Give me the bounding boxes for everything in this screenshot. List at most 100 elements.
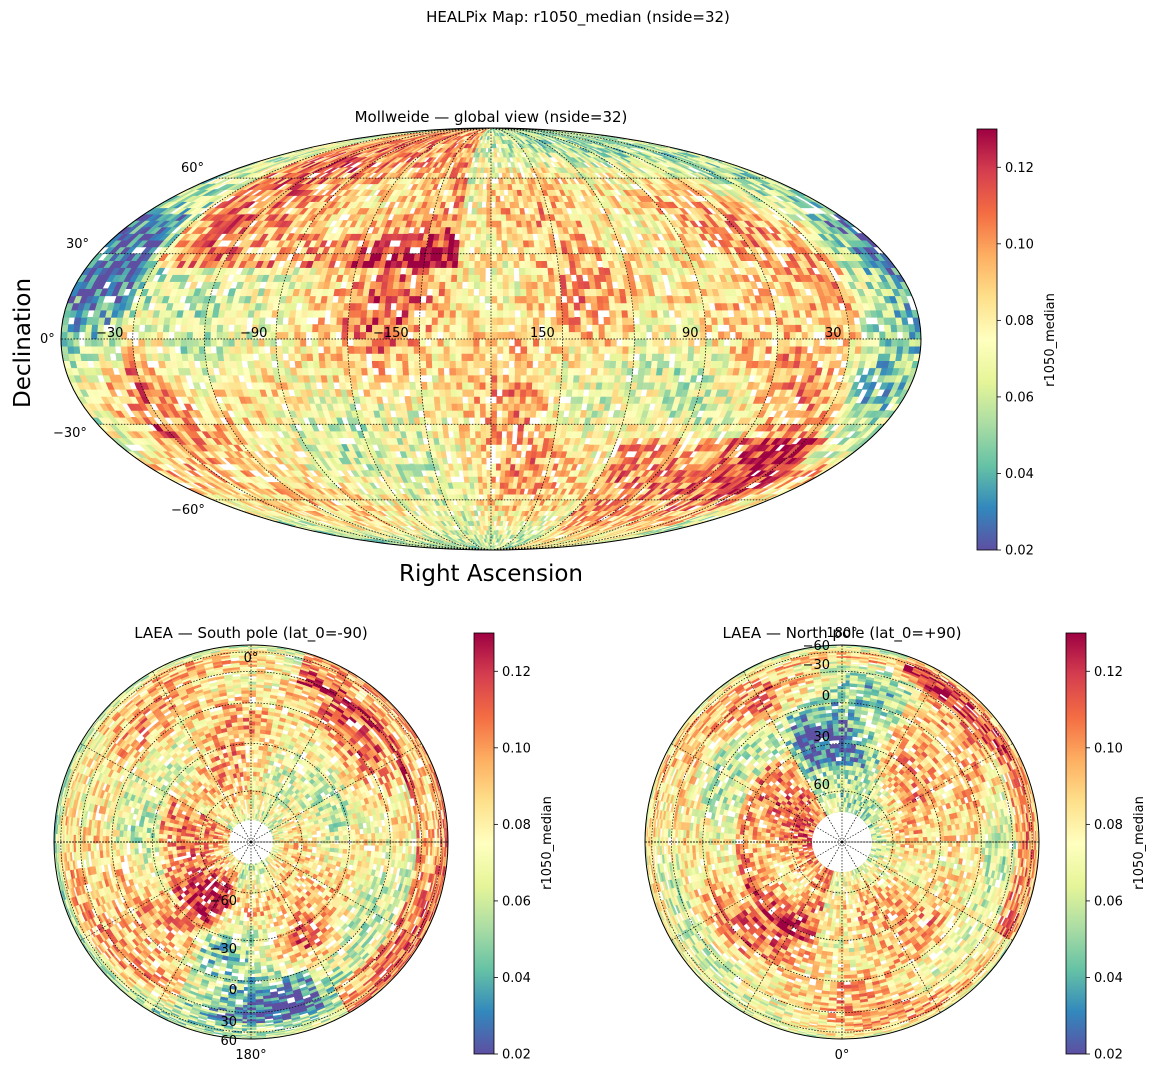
mollweide-cell [848,338,856,347]
mollweide-cell [567,360,575,369]
mollweide-cell [711,331,719,340]
mollweide-cell [317,338,325,347]
mollweide-cell [526,360,533,369]
mollweide-cell [531,444,538,452]
mollweide-cell [531,374,539,383]
mollweide-cell [168,338,175,347]
mollweide-cell [711,338,719,347]
mollweide-cell [546,410,554,418]
mollweide-cell [473,374,480,383]
mollweide-cell [890,338,898,347]
mollweide-cell [669,338,677,347]
mollweide-cell [461,457,468,465]
mollweide-cell [330,360,338,369]
mollweide-cell [451,417,459,425]
mollweide-cell [288,353,296,361]
mollweide-cell [907,324,916,333]
mollweide-cell [602,367,610,376]
mollweide-cell [574,324,581,333]
mollweide-cell [138,338,146,347]
mollweide-cell [484,389,492,397]
mollweide-cell [425,345,432,354]
mollweide-cell [377,345,385,354]
mollweide-cell [711,345,719,354]
mollweide-cell [561,353,569,361]
mollweide-cell [430,338,438,347]
mollweide-cell [459,437,466,445]
mollweide-cell [478,345,486,354]
mollweide-cell [475,505,481,512]
mollweide-cell [126,345,134,354]
mollweide-cell [473,403,481,411]
mollweide-cell [461,367,468,376]
mollweide-cell [495,469,501,477]
mollweide-cell [580,345,587,354]
mollweide-cell [209,338,217,347]
mollweide-cell [360,367,368,376]
mollweide-cell [395,410,403,418]
mollweide-cell [571,389,579,397]
mollweide-cell [409,389,417,397]
mollweide-cell [830,345,838,354]
mollweide-cell [407,353,415,361]
mollweide-cell [502,353,510,361]
mollweide-cell [608,367,616,376]
mollweide-cell [150,338,158,347]
mollweide-cell [501,410,509,418]
mollweide-cell [813,338,820,347]
mollweide-cell [221,338,229,347]
mollweide-cell [639,331,647,340]
mollweide-cell [209,331,217,340]
mollweide-cell [78,324,87,333]
mollweide-cell [499,469,506,477]
mollweide-cell [269,338,277,347]
mollweide-cell [506,430,513,439]
mollweide-cell [895,345,904,354]
mollweide-cell [627,331,635,340]
mollweide-cell [568,345,575,354]
mollweide-cell [401,345,408,354]
mollweide-cell [501,403,509,411]
mollweide-cell [453,430,460,439]
mollweide-cell [610,338,617,347]
mollweide-cell [494,493,500,501]
mollweide-cell [323,345,331,354]
mollweide-cell [573,360,581,369]
mollweide-cell [530,389,538,397]
mollweide-cell [502,331,510,340]
mollweide-cell [597,345,605,354]
mollweide-cell [510,444,518,452]
mollweide-cell [770,324,778,333]
mollweide-cell [504,463,511,471]
mollweide-cell [480,444,487,452]
mollweide-cell [591,345,599,354]
mollweide-cell [210,353,219,361]
mollweide-cell [669,324,677,333]
mollweide-cell [705,345,713,354]
mollweide-cell [393,488,403,495]
mollweide-cell [572,374,580,383]
mollweide-cell [801,331,808,340]
mollweide-cell [467,374,474,383]
mollweide-cell [245,345,253,354]
mollweide-cell [486,499,492,506]
mollweide-cell [735,338,743,347]
mollweide-cell [522,423,530,432]
mollweide-cell [485,410,492,418]
mollweide-cell [174,331,181,340]
mollweide-cell [616,331,623,340]
mollweide-cell [509,457,517,465]
mollweide-cell [548,381,556,390]
mollweide-cell [550,353,557,361]
mollweide-cell [299,345,307,354]
mollweide-cell [717,331,725,340]
mollweide-cell [264,353,272,361]
mollweide-cell [498,499,503,506]
mollweide-cell [477,515,483,522]
mollweide-cell [445,403,452,411]
mollweide-cell [293,338,301,347]
mollweide-cell [437,367,445,376]
mollweide-cell [92,360,101,369]
mollweide-cell [162,345,170,354]
mollweide-cell [144,338,152,347]
